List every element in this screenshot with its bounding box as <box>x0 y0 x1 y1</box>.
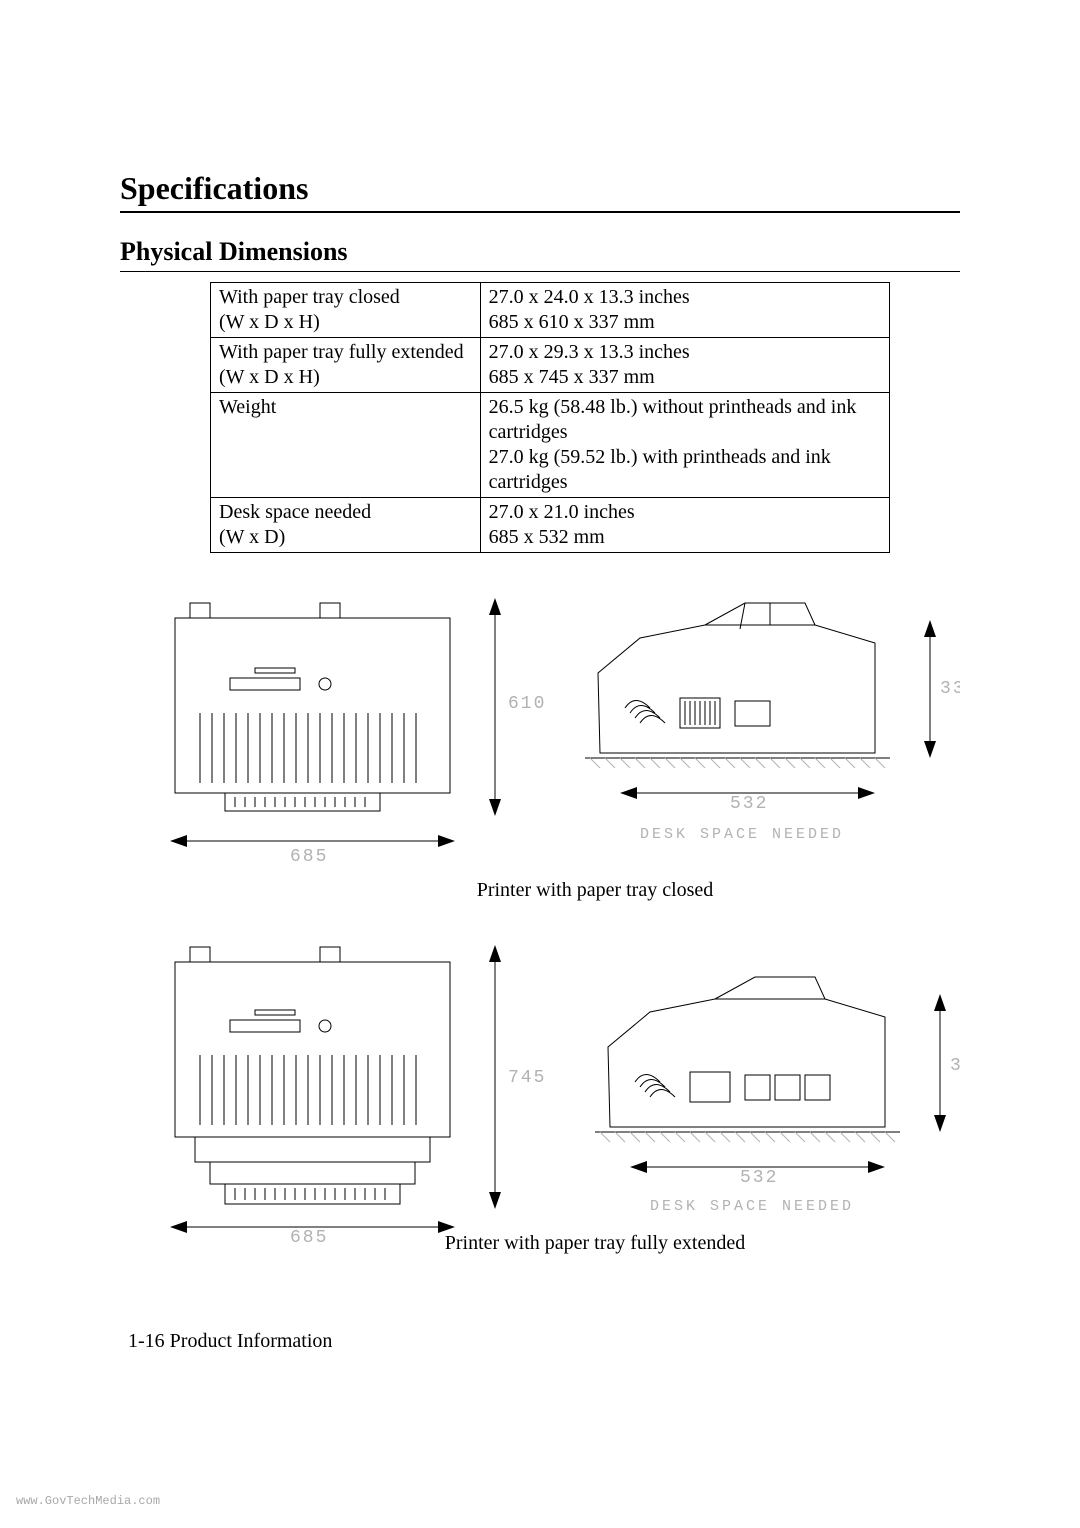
cell-label: (W x D x H) <box>219 366 320 388</box>
physical-dimensions-table: With paper tray closed (W x D x H) 27.0 … <box>210 282 890 553</box>
desk-space-label: DESK SPACE NEEDED <box>650 1198 854 1215</box>
page-footer: 1-16 Product Information <box>128 1330 332 1353</box>
section-title: Specifications <box>120 170 960 213</box>
dim-label-side-height: 337 <box>940 679 960 699</box>
dim-label-height: 745 <box>508 1068 546 1088</box>
cell-value: 27.0 x 21.0 inches <box>489 501 635 523</box>
cell-value: 27.0 x 29.3 x 13.3 inches <box>489 341 690 363</box>
dim-label-side-height: 337 <box>950 1056 960 1076</box>
cell-label: Weight <box>219 396 276 418</box>
cell-value: 685 x 532 mm <box>489 526 605 548</box>
cell-label: With paper tray closed <box>219 286 400 308</box>
diagram-closed: 610 685 <box>140 583 960 902</box>
dim-label-desk: 532 <box>730 794 768 814</box>
dim-label-width: 685 <box>290 847 328 867</box>
cell-value: 26.5 kg (58.48 lb.) without printheads a… <box>489 396 857 443</box>
source-url: www.GovTechMedia.com <box>16 1494 160 1508</box>
cell-label: With paper tray fully extended <box>219 341 464 363</box>
section-subtitle: Physical Dimensions <box>120 237 960 272</box>
table-row: With paper tray fully extended (W x D x … <box>211 338 890 393</box>
cell-label: (W x D x H) <box>219 311 320 333</box>
dim-label-width: 685 <box>290 1228 328 1242</box>
cell-value: 27.0 x 24.0 x 13.3 inches <box>489 286 690 308</box>
desk-space-label: DESK SPACE NEEDED <box>640 826 844 843</box>
dim-label-height: 610 <box>508 694 546 714</box>
cell-value: 27.0 kg (59.52 lb.) with printheads and … <box>489 446 831 493</box>
table-row: Weight 26.5 kg (58.48 lb.) without print… <box>211 393 890 498</box>
cell-label: (W x D) <box>219 526 285 548</box>
table-row: Desk space needed (W x D) 27.0 x 21.0 in… <box>211 498 890 553</box>
diagram-caption-closed: Printer with paper tray closed <box>230 879 960 902</box>
printer-closed-diagram: 610 685 <box>140 583 960 873</box>
dim-label-desk: 532 <box>740 1168 778 1188</box>
printer-extended-diagram: 745 685 <box>140 942 960 1242</box>
diagram-extended: 745 685 <box>140 942 960 1255</box>
cell-label: Desk space needed <box>219 501 371 523</box>
cell-value: 685 x 610 x 337 mm <box>489 311 655 333</box>
table-row: With paper tray closed (W x D x H) 27.0 … <box>211 283 890 338</box>
cell-value: 685 x 745 x 337 mm <box>489 366 655 388</box>
diagram-caption-extended: Printer with paper tray fully extended <box>230 1232 960 1255</box>
